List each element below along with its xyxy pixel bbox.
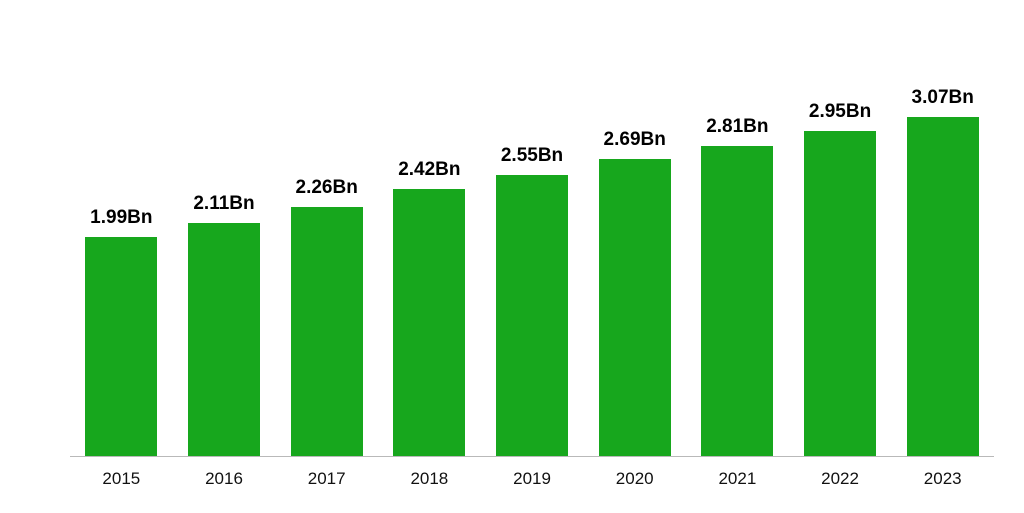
bar-slot: 2.42Bn xyxy=(378,70,481,456)
bar: 2.11Bn xyxy=(188,223,260,456)
bar: 3.07Bn xyxy=(907,117,979,456)
value-label: 2.11Bn xyxy=(193,193,254,215)
bar-slot: 2.69Bn xyxy=(583,70,686,456)
x-tick-label: 2021 xyxy=(686,457,789,513)
bar-slot: 1.99Bn xyxy=(70,70,173,456)
bar: 2.26Bn xyxy=(291,207,363,456)
x-tick-label: 2023 xyxy=(891,457,994,513)
x-axis: 201520162017201820192020202120222023 xyxy=(70,457,994,513)
value-label: 2.55Bn xyxy=(501,145,563,167)
bar-slot: 2.55Bn xyxy=(481,70,584,456)
value-label: 3.07Bn xyxy=(912,87,974,109)
x-tick-label: 2017 xyxy=(275,457,378,513)
bar: 2.95Bn xyxy=(804,131,876,456)
bar: 2.55Bn xyxy=(496,175,568,456)
bar: 2.69Bn xyxy=(599,159,671,456)
bar-chart: 1.99Bn 2.11Bn 2.26Bn 2.42Bn 2.55Bn 2.69Bn 2.81… xyxy=(0,0,1024,513)
bar-slot: 2.11Bn xyxy=(173,70,276,456)
x-tick-label: 2015 xyxy=(70,457,173,513)
value-label: 2.42Bn xyxy=(398,159,460,181)
bar-slot: 3.07Bn xyxy=(891,70,994,456)
x-tick-label: 2018 xyxy=(378,457,481,513)
value-label: 2.69Bn xyxy=(604,129,666,151)
value-label: 2.26Bn xyxy=(296,177,358,199)
x-tick-label: 2019 xyxy=(481,457,584,513)
bar-slot: 2.95Bn xyxy=(789,70,892,456)
x-tick-label: 2016 xyxy=(173,457,276,513)
x-tick-label: 2022 xyxy=(789,457,892,513)
bar: 1.99Bn xyxy=(85,237,157,456)
plot-area: 1.99Bn 2.11Bn 2.26Bn 2.42Bn 2.55Bn 2.69Bn 2.81… xyxy=(70,70,994,457)
value-label: 2.81Bn xyxy=(706,116,768,138)
bar: 2.42Bn xyxy=(393,189,465,456)
x-tick-label: 2020 xyxy=(583,457,686,513)
bar-slot: 2.26Bn xyxy=(275,70,378,456)
value-label: 2.95Bn xyxy=(809,101,871,123)
value-label: 1.99Bn xyxy=(90,207,152,229)
bar-slot: 2.81Bn xyxy=(686,70,789,456)
bar: 2.81Bn xyxy=(701,146,773,456)
